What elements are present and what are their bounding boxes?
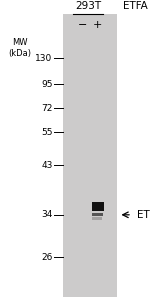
Bar (63, 14, 117, 297)
Bar (92, 202, 103, 211)
Text: 26: 26 (41, 252, 52, 262)
Text: 95: 95 (41, 80, 52, 89)
Text: 43: 43 (41, 161, 52, 170)
Text: ETFA: ETFA (136, 210, 150, 220)
Bar (92, 217, 102, 220)
Text: 293T: 293T (75, 1, 101, 11)
Text: ETFA: ETFA (123, 1, 148, 11)
Bar (92, 213, 103, 216)
Text: 55: 55 (41, 128, 52, 137)
Text: 34: 34 (41, 210, 52, 219)
Text: MW
(kDa): MW (kDa) (8, 38, 31, 58)
Text: −: − (78, 20, 87, 30)
Text: 130: 130 (35, 54, 52, 63)
Text: 72: 72 (41, 103, 52, 113)
Text: +: + (93, 20, 102, 30)
